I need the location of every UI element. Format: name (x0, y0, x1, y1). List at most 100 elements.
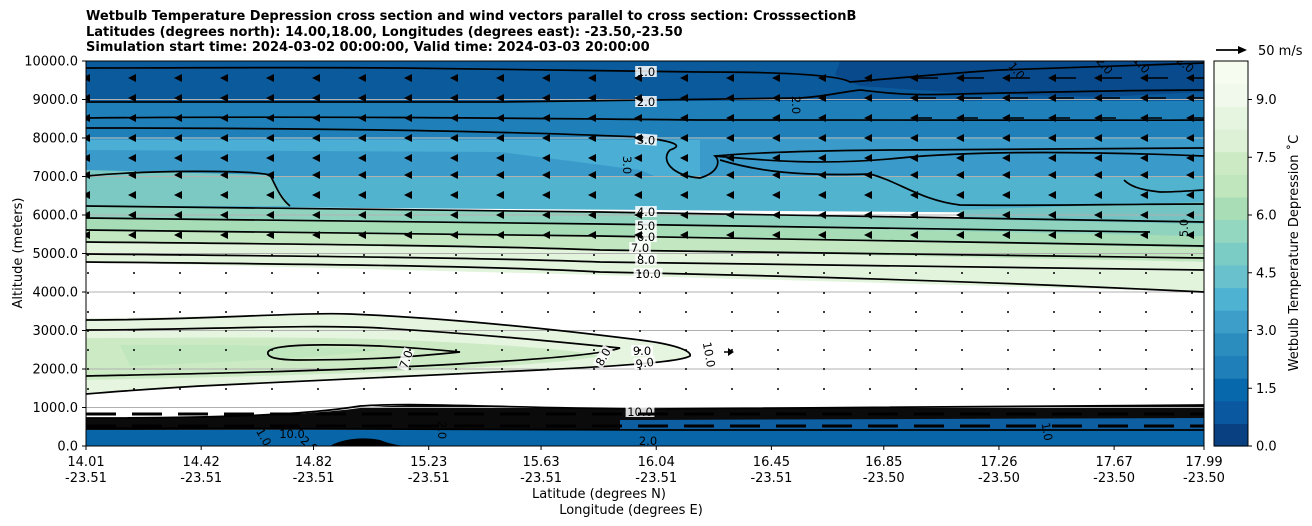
wind-vector-calm (685, 311, 687, 313)
x-tick-lat-label: 14.42 (183, 455, 220, 470)
wind-vector-arrow (726, 94, 734, 102)
contour-label-bg (635, 220, 657, 231)
wind-vector-arrow (864, 191, 872, 199)
wind-vector-calm (869, 388, 871, 390)
x-tick-lon-label: -23.50 (1093, 471, 1135, 486)
wind-vector-calm (731, 272, 733, 274)
wind-vector-arrow (1094, 191, 1102, 199)
wind-vector-calm (823, 254, 825, 256)
wind-vector-calm (317, 254, 319, 256)
wind-vector-calm (823, 368, 825, 370)
wind-vector-calm (271, 254, 273, 256)
wind-vector-arrow (358, 94, 366, 102)
wind-vector-calm (455, 272, 457, 274)
contour-line-4 (86, 205, 1204, 223)
x-tick-lat-label: 17.26 (980, 455, 1017, 470)
contour-line-lower-10-top (86, 312, 691, 395)
wind-vector-arrow (956, 134, 964, 142)
contour-label-bg (635, 231, 657, 242)
quiver-key: 50 m/s (1216, 44, 1303, 59)
contour-label: 2.0 (789, 96, 803, 114)
wind-vector-calm (547, 272, 549, 274)
wind-vector-calm (409, 349, 411, 351)
wind-vector-calm (501, 349, 503, 351)
wind-vector-arrow (864, 211, 872, 219)
wind-vector-calm (547, 292, 549, 294)
wind-vector-arrow (450, 191, 458, 199)
wind-vector-calm (777, 254, 779, 256)
x-tick-lon-label: -23.50 (863, 471, 905, 486)
wind-vector-arrow (542, 94, 550, 102)
wind-vector-calm (823, 292, 825, 294)
wind-vector-arrow (220, 171, 228, 179)
wind-vector-calm (87, 272, 89, 274)
wind-vector-calm (363, 388, 365, 390)
wind-vector-arrow (588, 74, 596, 82)
wind-vector-arrow (542, 114, 550, 122)
wind-vector-calm (685, 349, 687, 351)
wind-vector-arrow (726, 134, 734, 142)
wind-vector-calm (1145, 272, 1147, 274)
wind-vector-arrow (542, 211, 550, 219)
wind-vector-calm (87, 254, 89, 256)
wind-vector-arrow (496, 114, 504, 122)
quiver-key-arrow-head (1238, 46, 1247, 54)
wind-vector-arrow (726, 74, 734, 82)
wind-vector-arrow (358, 171, 366, 179)
wind-vector-calm (1053, 368, 1055, 370)
wind-vector-arrow (404, 154, 412, 162)
wind-vector-calm (1191, 349, 1193, 351)
wind-vector-arrow (634, 94, 642, 102)
colorbar-segment (1214, 174, 1248, 198)
wind-vector-arrow (634, 114, 642, 122)
wind-vector-calm (639, 272, 641, 274)
wind-vector-calm (593, 330, 595, 332)
wind-vector-calm (363, 368, 365, 370)
wind-vector-calm (501, 292, 503, 294)
wind-vector-arrow (726, 231, 734, 239)
wind-vector-arrow (174, 94, 182, 102)
wind-vector-arrow (86, 114, 90, 122)
wind-vector-arrow (1094, 154, 1102, 162)
colorbar-segment (1214, 310, 1248, 334)
wind-vector-arrow (496, 94, 504, 102)
wind-vector-arrow (772, 94, 780, 102)
wind-vector-arrow (220, 211, 228, 219)
x-tick-lat-label: 16.85 (865, 455, 902, 470)
wind-vector-calm (593, 368, 595, 370)
wind-vector-arrow (1002, 154, 1010, 162)
wind-vector-calm (1099, 272, 1101, 274)
wind-vector-calm (777, 388, 779, 390)
contour-lines (86, 62, 1204, 431)
wind-vector-arrow (404, 211, 412, 219)
contour-label: 5.0 (1177, 219, 1191, 237)
wind-vector-calm (363, 330, 365, 332)
colorbar-segment (1214, 287, 1248, 311)
x-tick-lon-label: -23.51 (635, 471, 677, 486)
wind-vector-calm (363, 311, 365, 313)
wind-vector-arrow (1048, 171, 1056, 179)
contour-label: 10.0 (700, 341, 718, 369)
wind-vector-calm (593, 311, 595, 313)
wind-vector-calm (1145, 311, 1147, 313)
wind-vector-calm (1191, 388, 1193, 390)
x-axis: 14.01-23.5114.42-23.5114.82-23.5115.23-2… (65, 446, 1225, 486)
wind-vector-calm (777, 368, 779, 370)
wind-vector-arrow (588, 114, 596, 122)
wind-vector-calm (685, 388, 687, 390)
wind-vector-calm (1145, 388, 1147, 390)
wind-vector-arrow (910, 231, 918, 239)
wind-vector-arrow (312, 231, 320, 239)
wind-vector-arrow (588, 134, 596, 142)
wind-vector-arrow (358, 134, 366, 142)
wind-vector-arrow (1048, 134, 1056, 142)
wind-vector-calm (1007, 349, 1009, 351)
y-axis-label: Altitude (meters) (11, 198, 26, 309)
wind-vector-calm (869, 254, 871, 256)
wind-vectors (86, 74, 1204, 428)
colorbar-tick-label: 4.5 (1256, 266, 1277, 281)
contour-label: 2.0 (435, 421, 449, 439)
wind-vector-calm (869, 272, 871, 274)
wind-vector-calm (133, 311, 135, 313)
contour-label: 10.0 (279, 427, 305, 441)
